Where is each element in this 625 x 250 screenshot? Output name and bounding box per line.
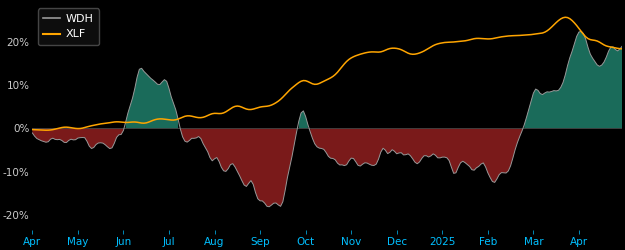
Legend: WDH, XLF: WDH, XLF [38, 8, 99, 45]
